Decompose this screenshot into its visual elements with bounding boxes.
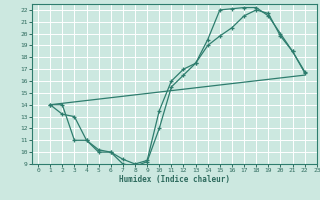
X-axis label: Humidex (Indice chaleur): Humidex (Indice chaleur)	[119, 175, 230, 184]
